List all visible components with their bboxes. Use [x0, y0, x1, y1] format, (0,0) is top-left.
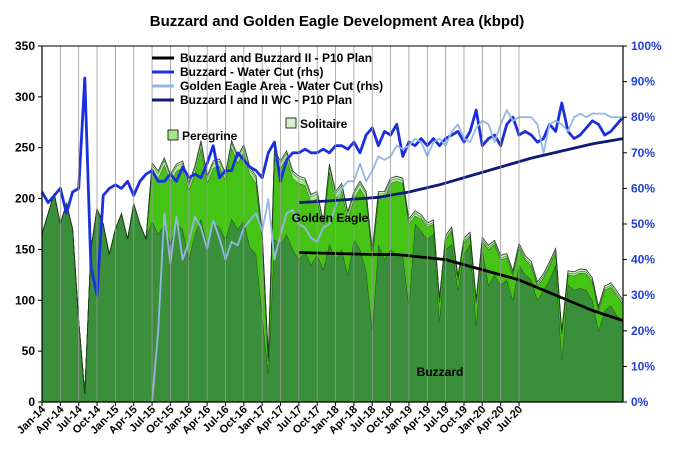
legend-label: Buzzard - Water Cut (rhs): [180, 65, 324, 79]
y-tick-label: 250: [15, 141, 35, 155]
y2-tick-label: 40%: [631, 253, 655, 267]
y-tick-label: 300: [15, 90, 35, 104]
legend-label: Buzzard and Buzzard II - P10 Plan: [180, 51, 372, 65]
y2-tick-label: 100%: [631, 39, 662, 53]
line-buzzard-i-and-ii-wc-p10-plan: [298, 137, 624, 204]
chart-title: Buzzard and Golden Eagle Development Are…: [150, 13, 525, 30]
line-golden-eagle-area-water-cut-rhs: [151, 109, 623, 403]
y-tick-label: 150: [15, 242, 35, 256]
y2-tick-label: 70%: [631, 146, 655, 160]
y2-tick-label: 10%: [631, 359, 655, 373]
area-outline-solitaire: [41, 139, 624, 394]
annotation-swatch: [285, 117, 297, 129]
area-buzzard: [42, 193, 623, 402]
annotation-golden-eagle: Golden Eagle: [292, 211, 369, 225]
y-tick-label: 0: [28, 395, 35, 409]
annotation-buzzard: Buzzard: [417, 365, 464, 379]
y-tick-label: 100: [15, 293, 35, 307]
area-golden-eagle: [42, 147, 623, 394]
y2-tick-label: 60%: [631, 181, 655, 195]
y2-tick-label: 50%: [631, 217, 655, 231]
annotation-swatch: [167, 129, 179, 141]
annotation-peregrine: Peregrine: [182, 129, 238, 143]
y-tick-label: 50: [22, 344, 36, 358]
y2-tick-label: 30%: [631, 288, 655, 302]
y2-tick-label: 90%: [631, 75, 655, 89]
y-tick-label: 200: [15, 192, 35, 206]
y2-tick-label: 80%: [631, 110, 655, 124]
y2-tick-label: 0%: [631, 395, 649, 409]
y2-tick-label: 20%: [631, 324, 655, 338]
line-buzzard-water-cut-rhs: [40, 76, 625, 297]
legend-label: Buzzard I and II WC - P10 Plan: [180, 93, 352, 107]
annotation-solitaire: Solitaire: [300, 117, 348, 131]
legend-label: Golden Eagle Area - Water Cut (rhs): [180, 79, 383, 93]
y-tick-label: 350: [15, 39, 35, 53]
